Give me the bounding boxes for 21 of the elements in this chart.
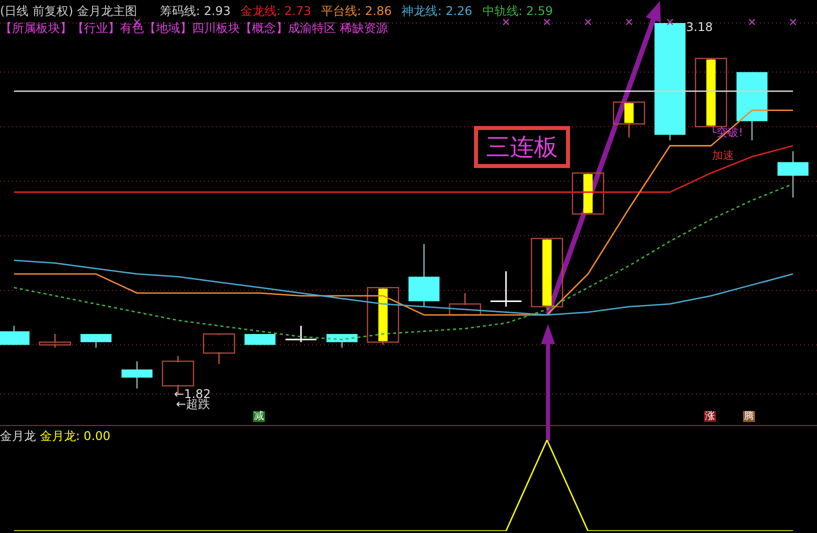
annotation: 三连板 — [474, 126, 570, 168]
text: 涨 — [704, 411, 716, 422]
chart-subtitle: 【所属板块】【行业】有色【地域】四川板块【概念】成渝特区 稀缺资源 — [0, 20, 388, 37]
candlestick — [202, 333, 236, 365]
chart-title: 金月龙 — [0, 429, 36, 443]
text: 减 — [253, 411, 265, 422]
text: 平台线: 2.86 — [321, 3, 392, 20]
text: 中轨线: 2.59 — [482, 3, 553, 20]
chart-title: (日线 前复权) 金月龙主图 — [0, 3, 137, 20]
text: 金月龙: 0.00 — [40, 429, 110, 443]
text: 金龙线: 2.73 — [240, 3, 312, 20]
text: 腾 — [743, 411, 755, 422]
annotation: 加速 — [712, 149, 734, 162]
candlestick — [38, 333, 72, 348]
candlestick — [612, 101, 646, 138]
annotation: 3.18 — [686, 20, 713, 34]
candlestick — [284, 325, 318, 343]
candlestick — [490, 270, 522, 308]
text: 筹码线: 2.93 — [160, 3, 231, 20]
text: ←超跌 — [176, 397, 210, 412]
text: 神龙线: 2.26 — [402, 3, 472, 20]
